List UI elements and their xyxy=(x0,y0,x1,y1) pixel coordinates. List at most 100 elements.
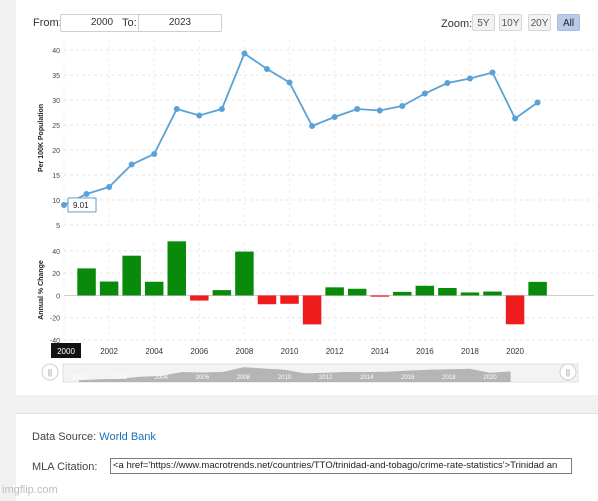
zoom-all-button[interactable]: All xyxy=(557,14,580,31)
crime-rate-chart: Per 100K Population Annual % Change 5 10 1… xyxy=(38,40,594,383)
x-tick-label: 2006 xyxy=(190,347,208,356)
bar xyxy=(370,295,389,297)
value-tooltip: 9.01 xyxy=(67,197,97,213)
x-tick-label: 2008 xyxy=(236,347,254,356)
bar-y-axis-label: Annual % Change xyxy=(38,260,45,320)
bar xyxy=(483,291,502,296)
navigator-tick-label: 2004 xyxy=(155,375,169,381)
bar xyxy=(415,285,435,296)
data-source-label: Data Source: xyxy=(32,431,97,443)
line-point xyxy=(354,106,361,112)
line-point xyxy=(421,90,428,97)
bar xyxy=(393,291,412,296)
svg-text:||: || xyxy=(566,368,570,377)
line-point xyxy=(128,161,135,168)
navigator-tick-label: 2002 xyxy=(113,375,127,381)
x-tick-label: 2002 xyxy=(100,347,118,356)
navigator-left-handle[interactable]: || xyxy=(41,363,59,381)
x-tick-label: 2000 xyxy=(57,347,75,356)
bar xyxy=(99,281,119,296)
line-y-tick-label: 30 xyxy=(52,98,60,105)
line-point xyxy=(151,151,158,157)
watermark: imgflip.com xyxy=(2,484,58,496)
navigator-tick-label: 2010 xyxy=(278,375,292,381)
bar xyxy=(505,295,525,325)
bar xyxy=(528,281,547,296)
line-y-tick-label: 20 xyxy=(52,148,60,155)
bar-y-tick-label: -40 xyxy=(50,338,60,345)
line-point xyxy=(286,79,293,86)
x-tick-label: 2020 xyxy=(506,347,524,356)
bar xyxy=(347,288,367,296)
to-date-input[interactable]: 2023 xyxy=(138,14,222,32)
navigator-tick-label: 2018 xyxy=(442,375,456,381)
source-card: Data Source: World Bank MLA Citation: <a… xyxy=(16,413,598,501)
navigator-tick-label: 2008 xyxy=(237,375,251,381)
zoom-label: Zoom: xyxy=(441,18,473,30)
navigator-tick-label: 2000 xyxy=(72,375,86,381)
bar xyxy=(77,268,96,296)
bar xyxy=(190,295,209,301)
line-point xyxy=(196,112,203,119)
line-point xyxy=(466,75,473,82)
line-point xyxy=(173,106,180,112)
line-point xyxy=(489,69,496,76)
line-y-tick-label: 25 xyxy=(52,123,60,130)
x-tick-label: 2004 xyxy=(145,347,163,356)
line-point xyxy=(106,184,113,190)
from-label: From: xyxy=(33,17,62,29)
line-point xyxy=(512,115,519,122)
navigator-right-handle[interactable]: || xyxy=(559,363,577,381)
navigator-tick-label: 2012 xyxy=(319,375,333,381)
line-point xyxy=(399,103,406,109)
x-tick-label: 2010 xyxy=(281,347,299,356)
line-point xyxy=(83,191,90,197)
line-point xyxy=(534,99,541,106)
bar xyxy=(212,290,232,296)
line-point xyxy=(331,114,338,120)
bar xyxy=(325,287,344,296)
citation-label: MLA Citation: xyxy=(32,461,98,473)
line-y-tick-label: 15 xyxy=(52,173,60,180)
chart-card: From: 2000 To: 2023 Zoom: 5Y 10Y 20Y All… xyxy=(16,0,598,395)
line-point xyxy=(263,66,270,72)
from-date-input[interactable]: 2000 xyxy=(60,14,144,32)
line-point xyxy=(309,123,316,129)
x-tick-label: 2012 xyxy=(326,347,344,356)
zoom-10y-button[interactable]: 10Y xyxy=(499,14,522,31)
bar xyxy=(280,295,299,304)
bar xyxy=(235,251,254,296)
line-y-axis-label: Per 100K Population xyxy=(38,104,45,172)
x-tick-label: 2016 xyxy=(416,347,434,356)
time-navigator: 2000 2002 2004 2006 2008 2010 2012 2014 2016 2018… xyxy=(41,363,579,383)
zoom-20y-button[interactable]: 20Y xyxy=(528,14,551,31)
bar xyxy=(257,295,277,305)
data-source-link[interactable]: World Bank xyxy=(99,431,156,443)
citation-line: MLA Citation: <a href='https://www.macro… xyxy=(32,458,572,474)
crime-rate-line xyxy=(63,52,539,206)
line-point xyxy=(241,50,248,57)
data-source-line: Data Source: World Bank xyxy=(32,431,156,443)
to-label: To: xyxy=(122,17,137,29)
bar xyxy=(438,287,457,296)
bar-y-tick-label: 40 xyxy=(52,249,60,256)
svg-text:||: || xyxy=(48,368,52,377)
bar-y-tick-label: -20 xyxy=(50,316,60,323)
bar xyxy=(460,292,480,296)
line-point xyxy=(61,201,67,208)
citation-field[interactable]: <a href='https://www.macrotrends.net/cou… xyxy=(110,458,572,474)
bar xyxy=(122,255,141,296)
tooltip-value: 9.01 xyxy=(73,201,89,210)
navigator-tick-label: 2006 xyxy=(196,375,210,381)
navigator-tick-label: 2020 xyxy=(483,375,497,381)
bar xyxy=(144,281,164,296)
line-point xyxy=(376,107,383,114)
bar-y-tick-label: 0 xyxy=(56,293,60,300)
bar xyxy=(167,241,187,296)
line-y-tick-label: 35 xyxy=(52,73,60,80)
bar xyxy=(302,295,322,325)
x-axis-highlight xyxy=(51,343,81,358)
navigator-tick-label: 2016 xyxy=(401,375,415,381)
zoom-5y-button[interactable]: 5Y xyxy=(472,14,495,31)
bar-y-tick-label: 20 xyxy=(52,271,60,278)
